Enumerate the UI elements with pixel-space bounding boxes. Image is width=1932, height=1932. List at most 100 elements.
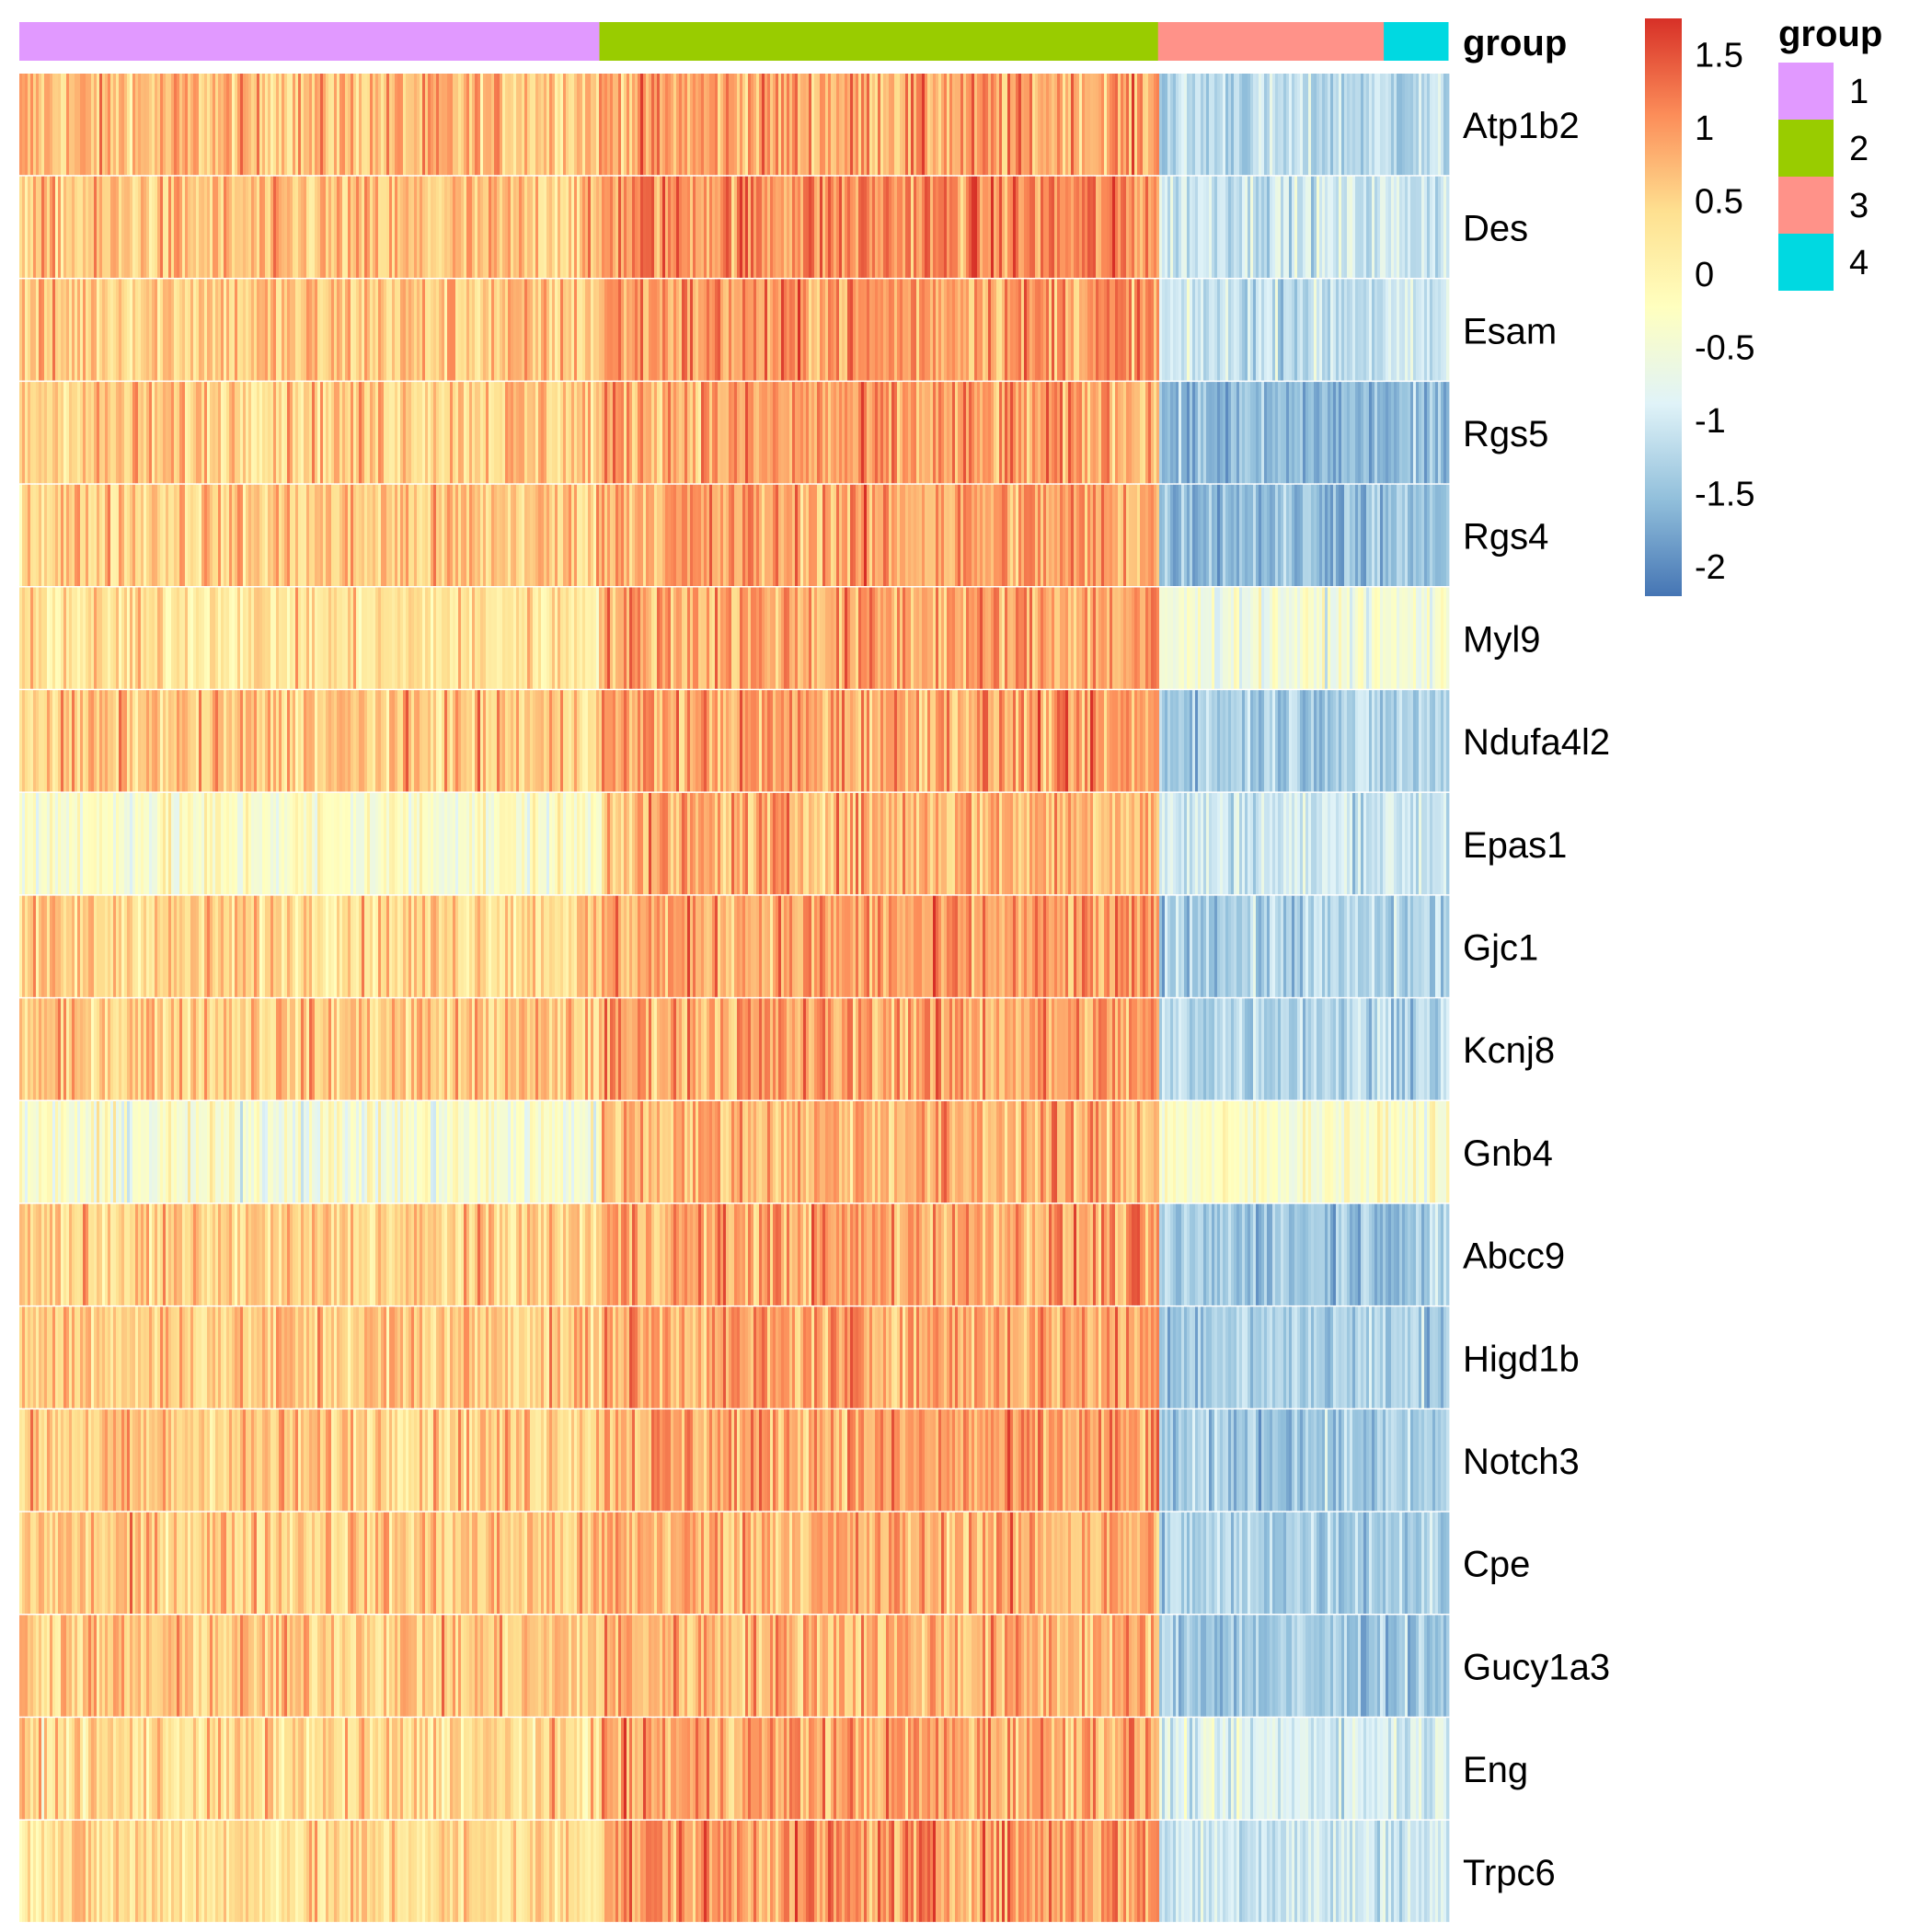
- heatmap-cell: [535, 792, 539, 895]
- heatmap-cell: [660, 998, 663, 1100]
- heatmap-cell: [549, 382, 553, 484]
- heatmap-cell: [1101, 690, 1105, 792]
- heatmap-cell: [640, 792, 644, 895]
- heatmap-cell: [1046, 792, 1050, 895]
- heatmap-cell: [803, 176, 807, 278]
- heatmap-cell: [248, 690, 252, 792]
- heatmap-cell: [1256, 279, 1259, 381]
- heatmap-cell: [1430, 279, 1433, 381]
- heatmap-cell: [535, 382, 539, 484]
- heatmap-cell: [1029, 382, 1033, 484]
- heatmap-cell: [654, 279, 658, 381]
- heatmap-cell: [1093, 690, 1097, 792]
- heatmap-cell: [1148, 484, 1152, 586]
- heatmap-cell: [596, 895, 600, 997]
- heatmap-cell: [384, 998, 387, 1100]
- heatmap-cell: [1079, 587, 1083, 689]
- heatmap-cell: [999, 382, 1003, 484]
- heatmap-cell: [199, 279, 202, 381]
- heatmap-cell: [55, 998, 59, 1100]
- heatmap-cell: [1421, 382, 1425, 484]
- heatmap-cell: [414, 484, 418, 586]
- heatmap-cell: [505, 895, 509, 997]
- heatmap-cell: [1140, 176, 1144, 278]
- heatmap-cell: [301, 279, 305, 381]
- heatmap-cell: [312, 792, 316, 895]
- heatmap-cell: [1195, 484, 1199, 586]
- heatmap-cell: [1270, 176, 1273, 278]
- heatmap-cell: [395, 279, 398, 381]
- heatmap-cell: [731, 792, 735, 895]
- heatmap-cell: [1110, 279, 1113, 381]
- heatmap-cell: [22, 176, 26, 278]
- heatmap-cell: [378, 998, 382, 1100]
- heatmap-cell: [1369, 895, 1373, 997]
- heatmap-cell: [963, 176, 967, 278]
- heatmap-cell: [475, 279, 478, 381]
- heatmap-cell: [773, 382, 776, 484]
- heatmap-cell: [337, 176, 340, 278]
- heatmap-cell: [1416, 895, 1420, 997]
- heatmap-cell: [1087, 382, 1091, 484]
- heatmap-cell: [428, 998, 431, 1100]
- heatmap-cell: [1049, 792, 1052, 895]
- heatmap-cell: [654, 176, 658, 278]
- heatmap-cell: [1322, 792, 1326, 895]
- heatmap-cell: [146, 279, 150, 381]
- heatmap-cell: [1261, 74, 1265, 176]
- heatmap-cell: [1126, 382, 1130, 484]
- heatmap-cell: [152, 690, 155, 792]
- heatmap-cell: [378, 690, 382, 792]
- heatmap-cell: [524, 176, 528, 278]
- heatmap-cell: [1134, 690, 1138, 792]
- heatmap-cell: [149, 792, 153, 895]
- heatmap-cell: [671, 74, 674, 176]
- heatmap-cell: [930, 587, 934, 689]
- heatmap-cell: [596, 792, 600, 895]
- heatmap-cell: [497, 792, 500, 895]
- heatmap-cell: [1413, 792, 1417, 895]
- heatmap-cell: [469, 74, 473, 176]
- heatmap-cell: [320, 382, 324, 484]
- heatmap-cell: [1090, 176, 1094, 278]
- heatmap-cell: [373, 74, 376, 176]
- heatmap-cell: [1236, 484, 1240, 586]
- heatmap-cell: [814, 690, 818, 792]
- heatmap-cell: [88, 279, 92, 381]
- heatmap-cell: [541, 176, 545, 278]
- heatmap-cell: [963, 74, 967, 176]
- heatmap-cell: [596, 998, 600, 1100]
- heatmap-cell: [25, 484, 29, 586]
- heatmap-cell: [201, 587, 205, 689]
- heatmap-cell: [914, 382, 917, 484]
- heatmap-cell: [1167, 279, 1171, 381]
- heatmap-cell: [1170, 279, 1174, 381]
- heatmap-cell: [287, 74, 291, 176]
- heatmap-cell: [428, 895, 431, 997]
- heatmap-cell: [1195, 587, 1199, 689]
- heatmap-cell: [872, 176, 876, 278]
- heatmap-cell: [1347, 382, 1351, 484]
- heatmap-cell: [259, 279, 263, 381]
- heatmap-cell: [883, 484, 887, 586]
- heatmap-cell: [334, 74, 338, 176]
- heatmap-cell: [356, 690, 360, 792]
- heatmap-cell: [1101, 382, 1105, 484]
- heatmap-cell: [593, 587, 597, 689]
- heatmap-cell: [235, 792, 238, 895]
- heatmap-cell: [1151, 690, 1155, 792]
- heatmap-cell: [397, 895, 401, 997]
- heatmap-cell: [425, 484, 429, 586]
- heatmap-cell: [1303, 587, 1306, 689]
- heatmap-cell: [563, 690, 567, 792]
- heatmap-cell: [836, 792, 840, 895]
- heatmap-cell: [1289, 690, 1293, 792]
- heatmap-cell: [629, 998, 633, 1100]
- heatmap-cell: [144, 690, 147, 792]
- heatmap-cell: [621, 690, 625, 792]
- heatmap-cell: [306, 792, 310, 895]
- heatmap-cell: [1383, 279, 1386, 381]
- heatmap-cell: [707, 587, 710, 689]
- heatmap-cell: [944, 279, 948, 381]
- heatmap-cell: [72, 176, 75, 278]
